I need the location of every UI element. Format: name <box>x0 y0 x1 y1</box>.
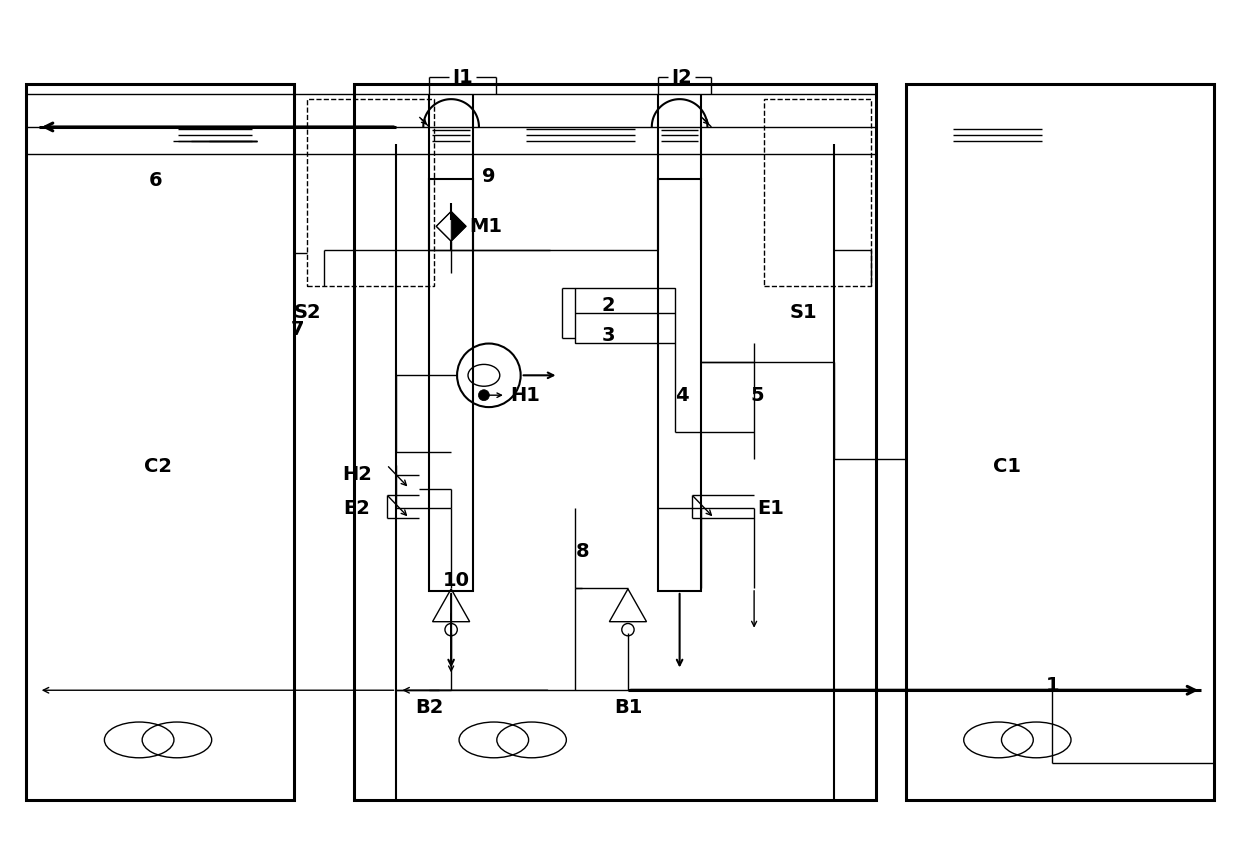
Text: 6: 6 <box>149 171 162 190</box>
Bar <box>353 84 877 800</box>
Polygon shape <box>451 212 466 241</box>
Text: S2: S2 <box>293 303 321 322</box>
Bar <box>575 288 675 342</box>
Circle shape <box>479 390 490 401</box>
Text: C1: C1 <box>993 457 1022 476</box>
Bar <box>906 84 1214 800</box>
Text: C2: C2 <box>144 457 172 476</box>
Text: I2: I2 <box>671 68 692 86</box>
Text: H1: H1 <box>511 385 541 405</box>
Text: 2: 2 <box>601 296 615 315</box>
Text: 9: 9 <box>482 167 496 186</box>
Text: 1: 1 <box>1045 676 1059 695</box>
Polygon shape <box>436 212 451 241</box>
Text: E1: E1 <box>758 499 785 518</box>
Text: B1: B1 <box>614 698 642 717</box>
Bar <box>26 84 294 800</box>
Text: I1: I1 <box>453 68 474 86</box>
Text: B2: B2 <box>415 698 444 717</box>
Text: 7: 7 <box>290 320 304 339</box>
Text: 8: 8 <box>575 542 589 561</box>
Bar <box>429 179 472 591</box>
Text: 3: 3 <box>601 326 615 345</box>
Bar <box>764 99 872 286</box>
Bar <box>657 179 702 591</box>
Bar <box>26 94 877 154</box>
Text: S1: S1 <box>790 303 817 322</box>
Bar <box>308 99 434 286</box>
Text: 5: 5 <box>750 385 764 405</box>
Text: 10: 10 <box>443 572 470 590</box>
Text: M1: M1 <box>470 217 502 235</box>
Text: E2: E2 <box>343 499 371 518</box>
Text: 4: 4 <box>675 385 688 405</box>
Text: H2: H2 <box>342 465 372 484</box>
